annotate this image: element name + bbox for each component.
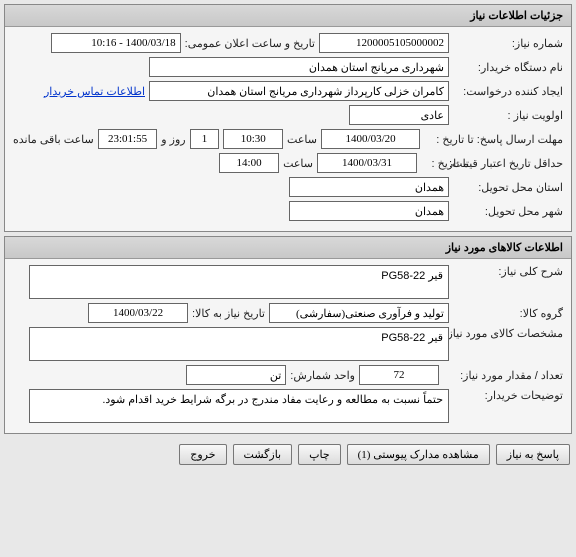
credit-time-field: 14:00 <box>219 153 279 173</box>
creator-label: ایجاد کننده درخواست: <box>453 85 563 98</box>
remain-time-field: 23:01:55 <box>98 129 158 149</box>
reply-button[interactable]: پاسخ به نیاز <box>496 444 570 465</box>
spec-field: قیر PG58-22 <box>29 327 449 361</box>
desc-label: شرح کلی نیاز: <box>453 265 563 278</box>
notes-label: توضیحات خریدار: <box>453 389 563 402</box>
print-button[interactable]: چاپ <box>298 444 341 465</box>
deadline-label: مهلت ارسال پاسخ: تا تاریخ : <box>424 133 563 146</box>
credit-time-label: ساعت <box>283 157 313 170</box>
deadline-time-field: 10:30 <box>223 129 283 149</box>
credit-to-label: تا تاریخ : <box>421 157 469 170</box>
delivery-prov-label: استان محل تحویل: <box>453 181 563 194</box>
qty-field: 72 <box>359 365 439 385</box>
goods-info-body: شرح کلی نیاز: قیر PG58-22 گروه کالا: تول… <box>5 259 571 433</box>
need-details-panel: جزئیات اطلاعات نیاز شماره نیاز: 12000051… <box>4 4 572 232</box>
deadline-date-field: 1400/03/20 <box>321 129 420 149</box>
creator-field: کامران خزلی کارپرداز شهرداری مریانج استا… <box>149 81 449 101</box>
qty-label: تعداد / مقدار مورد نیاز: <box>443 369 563 382</box>
need-date-field: 1400/03/22 <box>88 303 188 323</box>
need-no-label: شماره نیاز: <box>453 37 563 50</box>
need-details-body: شماره نیاز: 1200005105000002 تاریخ و ساع… <box>5 27 571 231</box>
remain-days-label: روز و <box>161 133 185 146</box>
priority-field: عادی <box>349 105 449 125</box>
group-field: تولید و فرآوری صنعتی(سفارشی) <box>269 303 449 323</box>
goods-info-header: اطلاعات کالاهای مورد نیاز <box>5 237 571 259</box>
delivery-prov-field: همدان <box>289 177 449 197</box>
need-details-header: جزئیات اطلاعات نیاز <box>5 5 571 27</box>
credit-date-field: 1400/03/31 <box>317 153 417 173</box>
attachments-button[interactable]: مشاهده مدارک پیوستی (1) <box>347 444 490 465</box>
contact-link[interactable]: اطلاعات تماس خریدار <box>44 85 145 98</box>
remain-days-field: 1 <box>190 129 220 149</box>
spec-label: مشخصات کالای مورد نیاز: <box>453 327 563 340</box>
credit-label: حداقل تاریخ اعتبار قیمت: <box>473 157 563 170</box>
goods-info-panel: اطلاعات کالاهای مورد نیاز شرح کلی نیاز: … <box>4 236 572 434</box>
exit-button[interactable]: خروج <box>179 444 226 465</box>
back-button[interactable]: بازگشت <box>233 444 293 465</box>
group-label: گروه کالا: <box>453 307 563 320</box>
delivery-city-label: شهر محل تحویل: <box>453 205 563 218</box>
need-date-label: تاریخ نیاز به کالا: <box>192 307 265 320</box>
announce-field: 1400/03/18 - 10:16 <box>51 33 181 53</box>
priority-label: اولویت نیاز : <box>453 109 563 122</box>
unit-label: واحد شمارش: <box>290 369 355 382</box>
remain-suffix-label: ساعت باقی مانده <box>13 133 94 146</box>
need-no-field: 1200005105000002 <box>319 33 449 53</box>
notes-field: حتماً نسبت به مطالعه و رعایت مفاد مندرج … <box>29 389 449 423</box>
buyer-field: شهرداری مریانج استان همدان <box>149 57 449 77</box>
delivery-city-field: همدان <box>289 201 449 221</box>
buyer-label: نام دستگاه خریدار: <box>453 61 563 74</box>
unit-field: تن <box>186 365 286 385</box>
desc-field: قیر PG58-22 <box>29 265 449 299</box>
announce-label: تاریخ و ساعت اعلان عمومی: <box>185 37 315 50</box>
deadline-time-label: ساعت <box>287 133 317 146</box>
button-row: پاسخ به نیاز مشاهده مدارک پیوستی (1) چاپ… <box>0 438 576 471</box>
